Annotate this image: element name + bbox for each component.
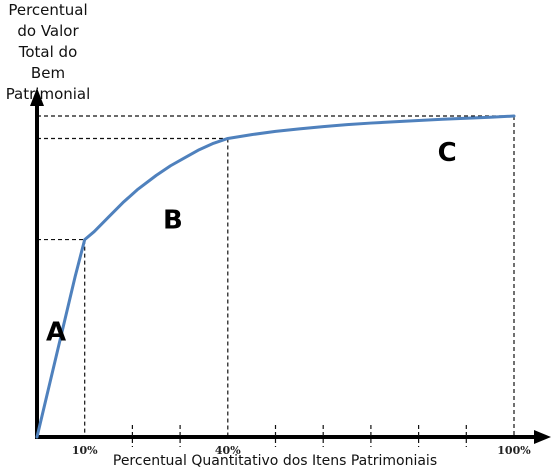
y-axis-label-line: Total do xyxy=(18,43,78,61)
y-axis-arrow xyxy=(30,88,44,106)
x-tick-label: 100% xyxy=(497,444,531,457)
abc-curve-line xyxy=(35,114,516,439)
x-tick-label: 40% xyxy=(215,444,241,457)
x-axis-arrow xyxy=(534,430,551,444)
y-axis-label-line: do Valor xyxy=(17,22,79,40)
region-label: C xyxy=(438,138,457,168)
y-axis-label: Percentual do Valor Total do Bem Patrimo… xyxy=(0,0,96,105)
region-label: B xyxy=(163,205,183,235)
region-label: A xyxy=(46,318,66,348)
x-tick-label: 10% xyxy=(72,444,98,457)
y-axis-label-line: Bem xyxy=(30,64,66,82)
y-axis-label-line: Percentual xyxy=(8,1,88,19)
x-axis-label: Percentual Quantitativo dos Itens Patrim… xyxy=(112,453,438,469)
y-axis-label-line: Patrimonial xyxy=(5,85,91,103)
